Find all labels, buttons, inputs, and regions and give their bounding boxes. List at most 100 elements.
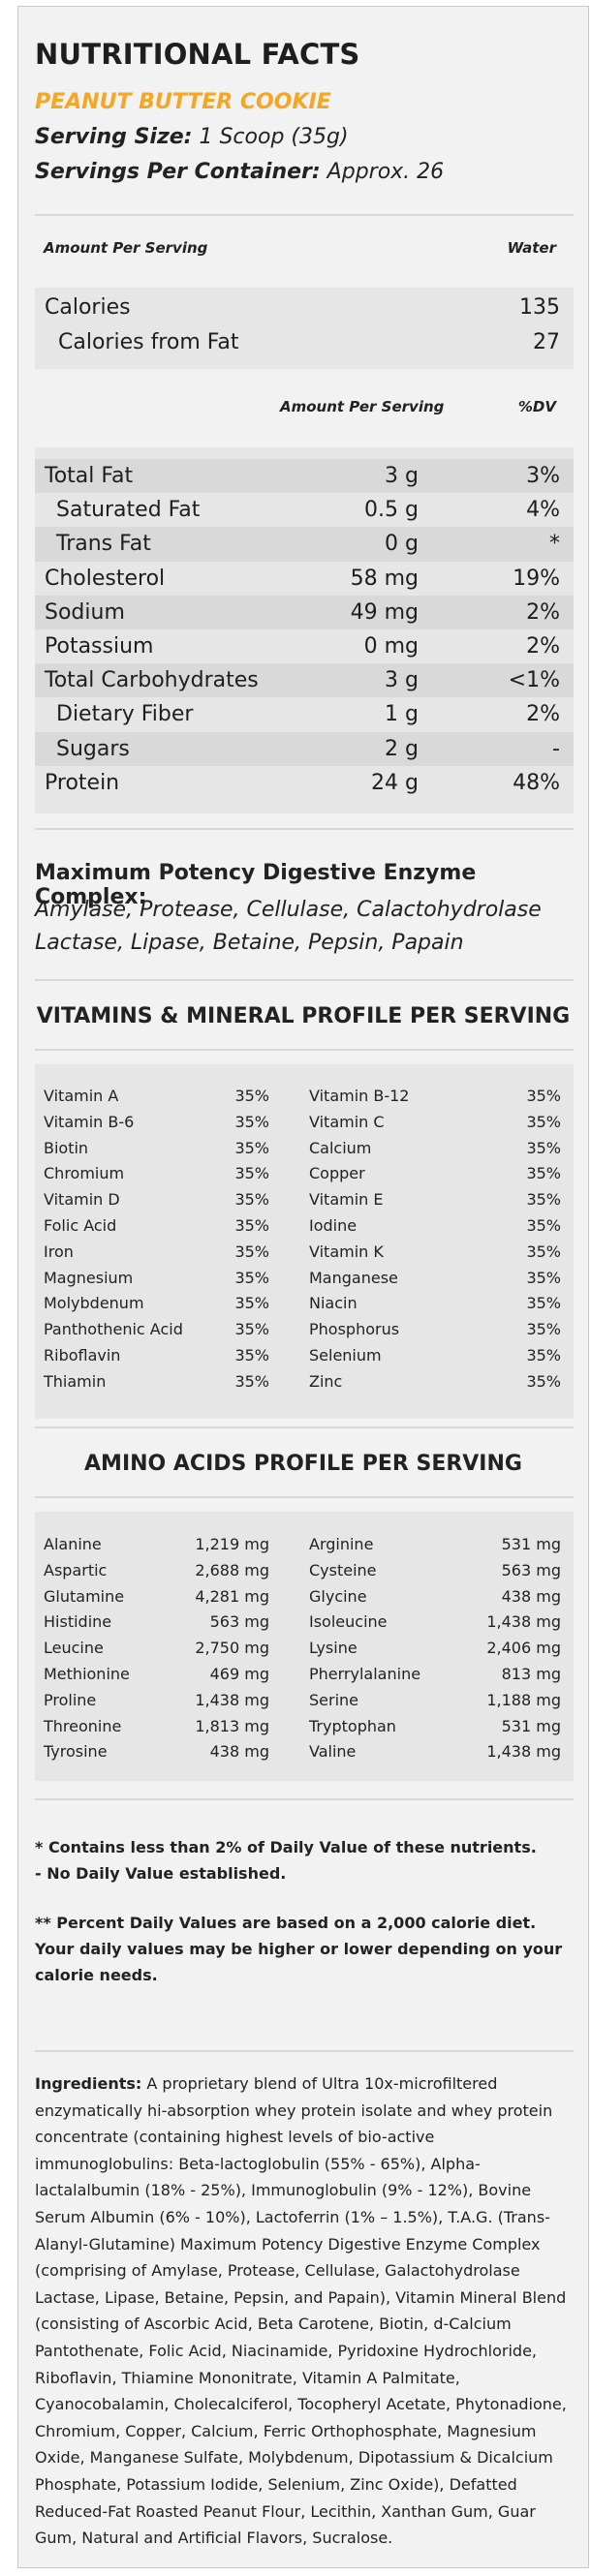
nutrient-amount: 0 mg [363, 634, 419, 659]
vitamin-name: Vitamin E [309, 1190, 384, 1210]
amino-acid-name: Serine [309, 1690, 359, 1709]
divider [35, 1049, 574, 1051]
vitamin-name: Vitamin A [44, 1087, 119, 1105]
nutrient-name: Potassium [45, 634, 154, 659]
nutrient-name: Cholesterol [45, 566, 166, 591]
divider [35, 1426, 574, 1428]
ingredients-label: Ingredients: [35, 2074, 142, 2093]
divider [35, 1798, 574, 1800]
vitamin-value: 35% [234, 1190, 269, 1210]
vitamin-name: Vitamin D [44, 1190, 120, 1210]
amino-acid-value: 438 mg [501, 1586, 561, 1606]
nutrient-name: Saturated Fat [56, 498, 201, 523]
calories-row: Calories 135 [35, 295, 574, 328]
nutrient-name: Trans Fat [56, 532, 151, 557]
amino-acid-value: 1,219 mg [195, 1535, 269, 1553]
serving-size-label: Serving Size: [35, 125, 193, 149]
nutrient-amount: 0.5 g [364, 498, 419, 523]
amino-acid-value: 813 mg [501, 1665, 561, 1683]
vitamin-name: Magnesium [44, 1268, 134, 1287]
vitamin-name: Iron [44, 1242, 74, 1261]
nutrient-row: Sodium 49 mg 2% [35, 595, 574, 629]
vitamin-name: Niacin [309, 1294, 358, 1313]
ingredients-text: Ingredients: A proprietary blend of Ultr… [35, 2070, 574, 2552]
amino-acid-name: Histidine [44, 1612, 112, 1632]
amino-acid-name: Alanine [44, 1535, 102, 1553]
nutrient-amount: 3 g [385, 464, 419, 488]
serving-size-value: 1 Scoop (35g) [192, 125, 349, 149]
amino-table: Alanine 1,219 mg Aspartic 2,688 mg Glutamine… [35, 1512, 574, 1781]
vitamin-value: 35% [526, 1216, 561, 1235]
nutrient-row: Dietary Fiber 1 g 2% [35, 697, 574, 731]
amino-acid-name: Pherrylalanine [309, 1665, 421, 1683]
vitamin-name: Calcium [309, 1138, 372, 1157]
vitamin-value: 35% [234, 1112, 269, 1131]
vitamin-value: 35% [234, 1371, 269, 1391]
nutrient-dv: 19% [513, 566, 560, 591]
ingredients-body: A proprietary blend of Ultra 10x-microfi… [35, 2074, 567, 2548]
nutrient-row: Total Fat 3 g 3% [35, 459, 574, 494]
vitamin-value: 35% [526, 1138, 561, 1157]
amount-per-serving-header: Amount Per Serving [44, 239, 208, 257]
divider [35, 214, 574, 216]
calories-from-fat-row: Calories from Fat 27 [35, 330, 574, 363]
amino-acid-name: Isoleucine [309, 1612, 388, 1632]
nutrient-dv: 2% [526, 599, 560, 625]
amino-acid-value: 2,688 mg [195, 1560, 269, 1579]
nutrient-row: Potassium 0 mg 2% [35, 629, 574, 663]
calories-value: 135 [519, 295, 560, 320]
amino-acid-value: 531 mg [501, 1535, 561, 1553]
footnote-less-than-2: * Contains less than 2% of Daily Value o… [35, 1838, 537, 1856]
vitamin-value: 35% [526, 1371, 561, 1391]
amino-acid-name: Threonine [44, 1716, 122, 1735]
nutrient-row: Protein 24 g 48% [35, 766, 574, 800]
vitamin-name: Iodine [309, 1216, 358, 1235]
footnote-no-dv: - No Daily Value established. [35, 1864, 287, 1883]
amino-acid-name: Lysine [309, 1639, 358, 1658]
vitamin-value: 35% [526, 1087, 561, 1105]
amino-acid-value: 563 mg [209, 1612, 269, 1632]
amino-acid-value: 1,438 mg [486, 1612, 561, 1632]
nutrient-dv: 48% [513, 770, 560, 795]
vitamin-value: 35% [234, 1346, 269, 1365]
amino-acid-value: 1,438 mg [486, 1742, 561, 1762]
water-header: Water [507, 239, 556, 257]
nutrients-box: Total Fat 3 g 3% Saturated Fat 0.5 g 4% Trans … [35, 447, 574, 813]
nutrient-name: Dietary Fiber [56, 702, 194, 727]
amino-acid-name: Proline [44, 1690, 97, 1709]
amino-acid-name: Valine [309, 1742, 357, 1762]
nutrient-dv: - [552, 736, 560, 761]
vitamin-value: 35% [526, 1242, 561, 1261]
nutrient-amount: 24 g [371, 770, 419, 795]
amino-acid-value: 1,438 mg [195, 1690, 269, 1709]
vitamin-name: Phosphorus [309, 1320, 400, 1339]
nutrient-name: Total Fat [45, 464, 134, 488]
nutrient-dv: 3% [526, 464, 560, 488]
vitamin-name: Copper [309, 1164, 365, 1183]
vitamin-name: Vitamin K [309, 1242, 384, 1261]
amino-acid-name: Arginine [309, 1535, 374, 1553]
calories-from-fat-value: 27 [533, 330, 560, 354]
amino-acid-name: Cysteine [309, 1560, 377, 1579]
amino-acid-name: Methionine [44, 1665, 130, 1683]
amino-acid-value: 469 mg [209, 1665, 269, 1683]
nutrient-amount: 58 mg [350, 566, 419, 591]
serving-size: Serving Size: 1 Scoop (35g) [35, 125, 349, 149]
amino-acid-name: Aspartic [44, 1560, 108, 1579]
vitamin-name: Vitamin B-6 [44, 1112, 135, 1131]
vitamin-name: Selenium [309, 1346, 382, 1365]
vitamin-value: 35% [234, 1320, 269, 1339]
vitamin-value: 35% [526, 1164, 561, 1183]
vitamin-name: Manganese [309, 1268, 398, 1287]
dv-col-header: %DV [517, 398, 556, 415]
vitamin-value: 35% [526, 1346, 561, 1365]
nutrient-dv: * [549, 532, 560, 557]
amino-acid-value: 2,406 mg [486, 1639, 561, 1658]
servings-value: Approx. 26 [320, 160, 445, 184]
enzyme-complex-list: Amylase, Protease, Cellulase, Calactohyd… [35, 898, 542, 955]
divider [35, 828, 574, 830]
nutrient-name: Protein [45, 770, 120, 795]
page-title: NUTRITIONAL FACTS [35, 38, 360, 71]
vitamin-name: Thiamin [44, 1371, 107, 1391]
amino-acid-value: 1,813 mg [195, 1716, 269, 1735]
